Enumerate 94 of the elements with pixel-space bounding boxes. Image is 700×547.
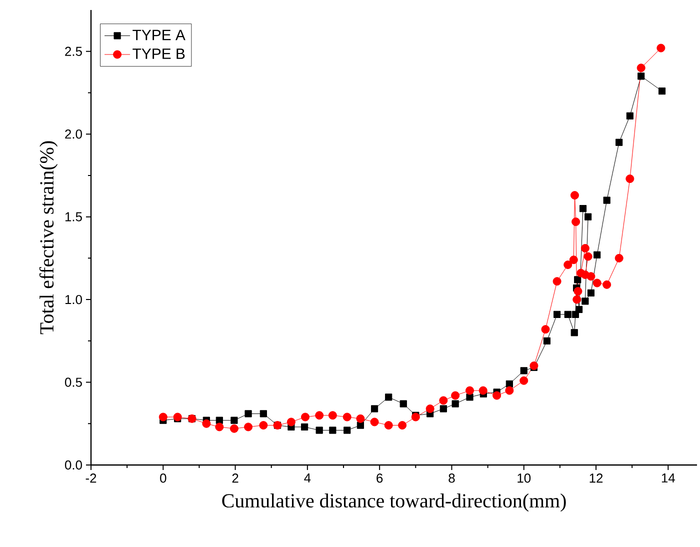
point <box>356 414 365 423</box>
point <box>316 426 323 434</box>
point <box>202 419 211 428</box>
point <box>603 196 610 204</box>
point <box>301 412 310 422</box>
x-tick-label: 14 <box>662 474 675 482</box>
point <box>616 138 623 146</box>
point <box>574 276 582 284</box>
point <box>552 277 562 286</box>
legend-label: TYPE A <box>132 30 186 40</box>
point <box>580 244 590 252</box>
point <box>592 278 602 288</box>
point <box>658 88 666 95</box>
point <box>584 213 592 220</box>
point <box>543 337 550 344</box>
point <box>638 72 645 80</box>
point <box>492 391 502 400</box>
point <box>356 422 364 429</box>
point <box>158 412 168 422</box>
point <box>411 412 420 422</box>
y-tick-label: 0.5 <box>64 378 82 387</box>
point <box>594 251 601 258</box>
y-tick-label: 1.0 <box>65 294 82 304</box>
point <box>478 386 488 395</box>
x-tick-label: 12 <box>590 474 603 483</box>
point <box>541 325 550 334</box>
point <box>286 418 296 426</box>
y-tick-label: 0.0 <box>64 460 82 470</box>
point <box>398 421 407 430</box>
point <box>572 295 582 304</box>
point <box>574 287 582 296</box>
point <box>572 218 580 226</box>
point <box>230 416 238 424</box>
point <box>466 386 474 395</box>
x-tick-label: -2 <box>86 474 96 483</box>
point <box>602 280 612 289</box>
x-tick-label: 2 <box>232 474 238 483</box>
x-tick-label: 6 <box>376 474 383 483</box>
point <box>370 405 378 412</box>
point <box>315 411 324 420</box>
point <box>554 310 561 318</box>
y-tick-label: 2.5 <box>65 46 82 56</box>
x-tick-label: 8 <box>448 474 455 483</box>
y-tick-label: 2.0 <box>65 130 82 139</box>
point <box>656 44 666 52</box>
x-axis-title: Cumulative distance toward-direction(mm) <box>222 494 566 512</box>
point <box>260 410 267 418</box>
point <box>579 204 587 212</box>
point <box>584 252 592 261</box>
point <box>570 191 579 200</box>
point <box>576 306 583 314</box>
y-tick-label: 1.5 <box>65 212 82 222</box>
point <box>342 412 352 422</box>
y-axis-title: Total effective strain(%) <box>39 141 58 334</box>
point <box>328 411 337 420</box>
point <box>520 367 528 374</box>
point <box>329 426 336 434</box>
point <box>244 410 252 418</box>
point <box>564 310 572 318</box>
point <box>451 391 460 400</box>
point <box>426 404 434 413</box>
point <box>370 418 379 426</box>
point <box>505 386 514 395</box>
point <box>564 260 572 270</box>
point <box>259 421 268 430</box>
point <box>614 254 624 262</box>
point <box>452 400 459 408</box>
point <box>173 412 182 422</box>
point <box>636 64 646 72</box>
point <box>344 426 351 434</box>
point <box>230 424 238 433</box>
point <box>569 256 578 264</box>
point <box>582 298 589 305</box>
point <box>384 421 393 430</box>
point <box>587 289 595 296</box>
x-tick-label: 10 <box>518 474 531 483</box>
point <box>439 396 448 405</box>
point <box>440 405 447 412</box>
point <box>216 416 223 424</box>
legend-label: TYPE B <box>132 48 185 59</box>
x-tick-label: 0 <box>160 474 166 483</box>
point <box>244 422 253 432</box>
point <box>466 394 474 401</box>
point <box>626 174 634 184</box>
point <box>215 422 224 432</box>
point <box>300 423 308 430</box>
point <box>385 394 392 401</box>
point <box>570 329 578 336</box>
point <box>586 272 596 281</box>
point <box>520 376 528 385</box>
x-tick-label: 4 <box>304 474 311 482</box>
point <box>400 400 407 408</box>
point <box>530 361 538 370</box>
point <box>626 112 634 120</box>
